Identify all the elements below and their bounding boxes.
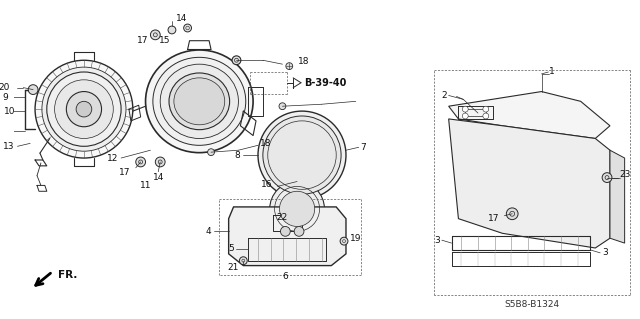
Text: 15: 15 — [159, 36, 171, 45]
Circle shape — [150, 30, 160, 40]
Circle shape — [168, 26, 176, 34]
Circle shape — [602, 173, 612, 182]
Circle shape — [483, 113, 489, 119]
Text: S5B8-B1324: S5B8-B1324 — [504, 300, 559, 309]
Text: 7: 7 — [361, 143, 366, 152]
Text: 13: 13 — [3, 142, 15, 151]
Polygon shape — [449, 119, 610, 248]
Circle shape — [184, 24, 191, 32]
Text: 4: 4 — [205, 227, 211, 236]
Text: B-39-40: B-39-40 — [304, 78, 346, 88]
Text: 17: 17 — [120, 168, 131, 177]
Ellipse shape — [174, 78, 225, 125]
Circle shape — [54, 80, 113, 138]
Circle shape — [269, 182, 324, 236]
Ellipse shape — [153, 57, 246, 145]
Text: 1: 1 — [549, 68, 555, 77]
Ellipse shape — [145, 50, 253, 153]
Text: 14: 14 — [176, 14, 188, 23]
Circle shape — [67, 92, 102, 127]
Circle shape — [286, 63, 292, 70]
Circle shape — [207, 149, 214, 156]
Circle shape — [340, 237, 348, 245]
Circle shape — [279, 103, 286, 110]
Circle shape — [462, 113, 468, 119]
Circle shape — [258, 111, 346, 199]
Polygon shape — [610, 150, 625, 243]
Text: 18: 18 — [260, 139, 271, 148]
Text: 3: 3 — [434, 236, 440, 245]
Text: 23: 23 — [620, 170, 631, 179]
Text: 16: 16 — [261, 180, 273, 189]
Circle shape — [462, 106, 468, 112]
Text: 3: 3 — [602, 249, 608, 257]
Circle shape — [263, 116, 341, 194]
Text: 21: 21 — [227, 263, 239, 272]
Text: 5: 5 — [228, 244, 234, 254]
Circle shape — [42, 67, 126, 151]
Ellipse shape — [160, 64, 239, 138]
Text: 17: 17 — [488, 214, 499, 223]
Text: 14: 14 — [152, 173, 164, 182]
Circle shape — [156, 157, 165, 167]
Text: 11: 11 — [140, 182, 151, 190]
Ellipse shape — [169, 73, 230, 130]
Text: 8: 8 — [235, 151, 241, 160]
Polygon shape — [228, 207, 346, 266]
Circle shape — [280, 191, 315, 226]
Text: 12: 12 — [107, 153, 118, 163]
Circle shape — [28, 85, 38, 94]
Circle shape — [506, 208, 518, 219]
Circle shape — [294, 226, 304, 236]
Text: 19: 19 — [350, 234, 362, 243]
Text: 17: 17 — [137, 36, 148, 45]
Circle shape — [47, 72, 121, 146]
Circle shape — [232, 56, 241, 65]
Circle shape — [136, 157, 145, 167]
Text: 9: 9 — [2, 93, 8, 102]
Text: 6: 6 — [282, 272, 288, 281]
Text: FR.: FR. — [58, 271, 77, 280]
Circle shape — [239, 257, 247, 264]
Polygon shape — [449, 92, 610, 138]
Circle shape — [35, 60, 133, 158]
Text: 18: 18 — [298, 57, 310, 66]
Text: 22: 22 — [277, 212, 288, 222]
Text: 2: 2 — [441, 91, 447, 100]
Text: 20: 20 — [0, 83, 10, 92]
Circle shape — [280, 226, 291, 236]
Circle shape — [483, 106, 489, 112]
Circle shape — [76, 101, 92, 117]
Text: 10: 10 — [4, 107, 15, 115]
